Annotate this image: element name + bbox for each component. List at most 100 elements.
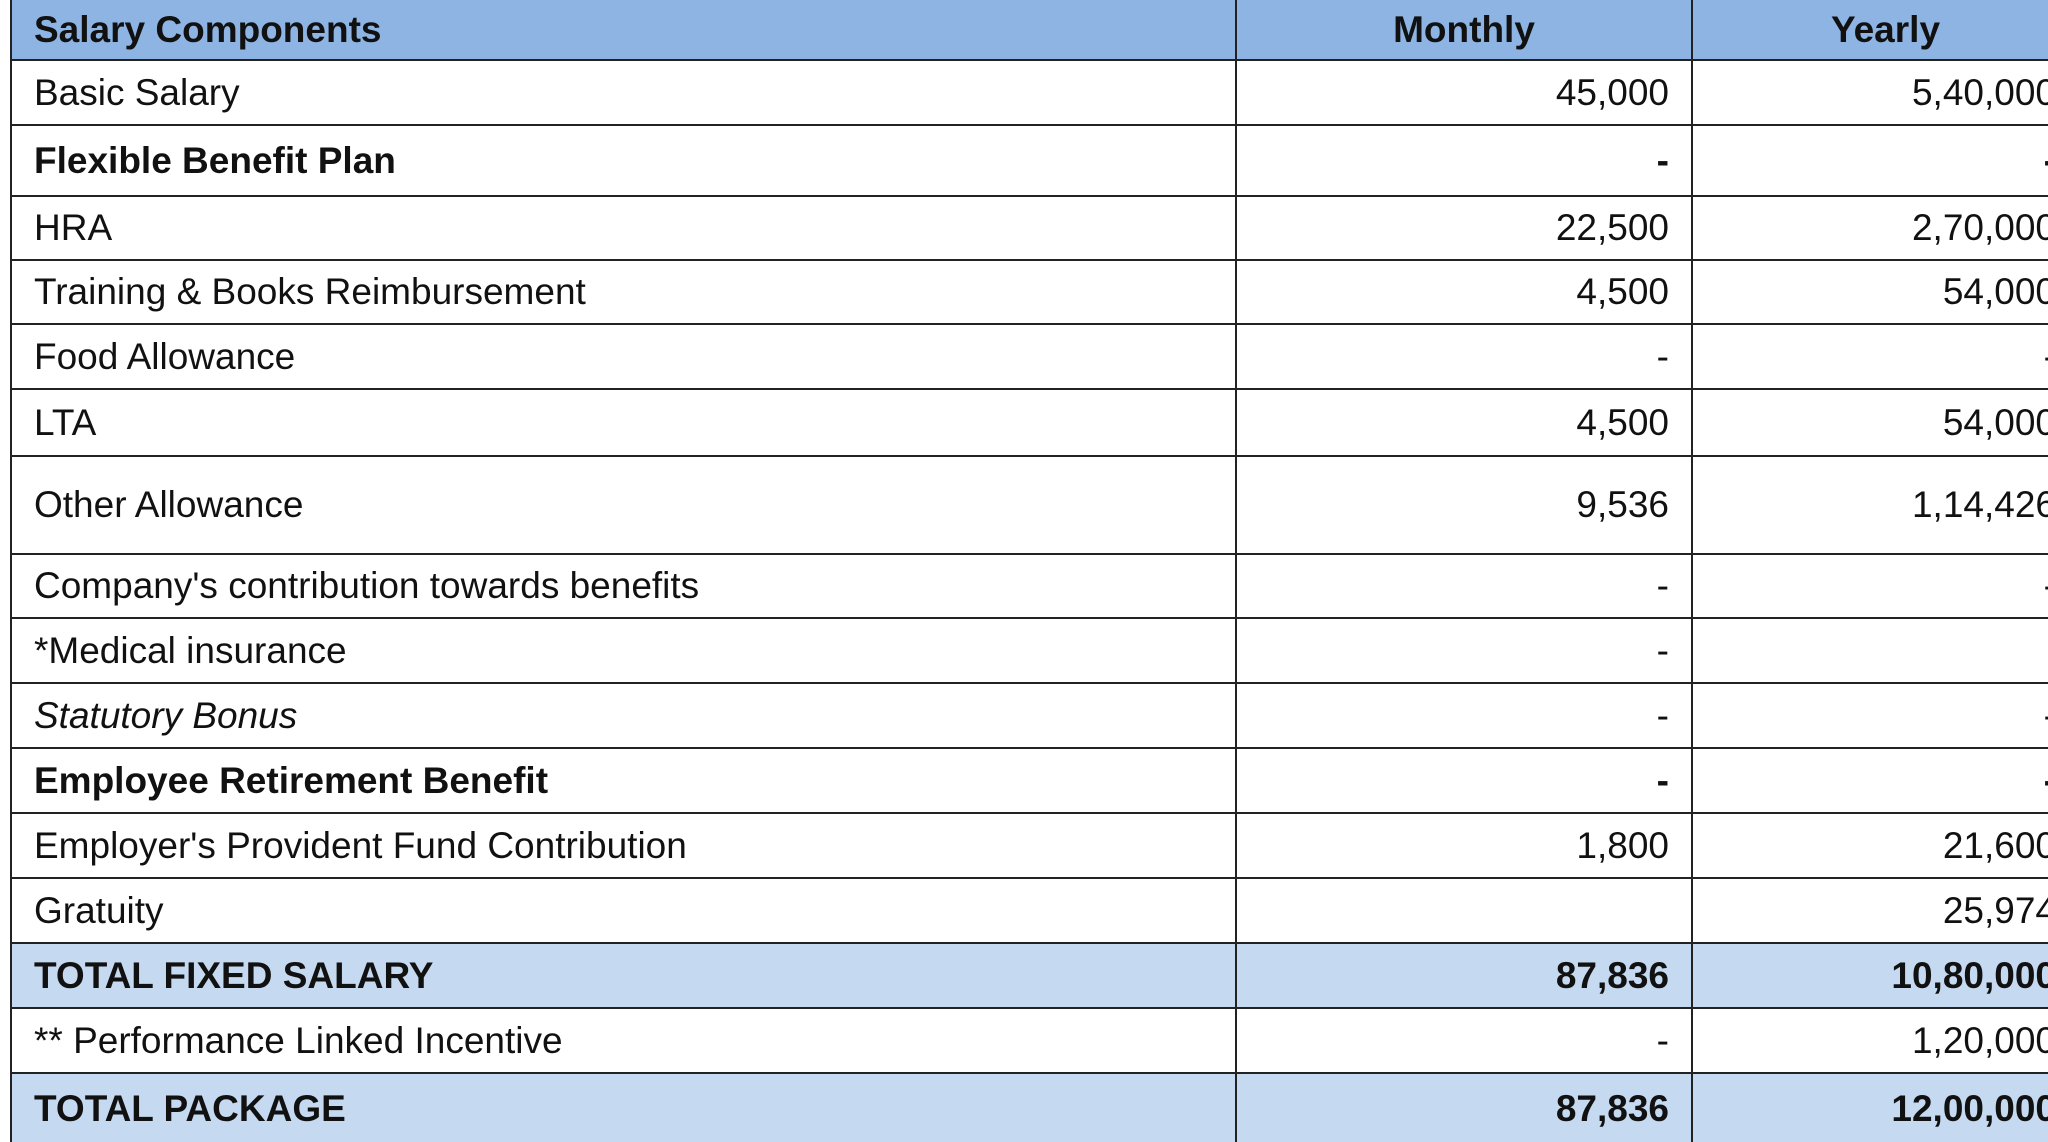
table-cell: 87,836 <box>1237 944 1693 1009</box>
table-cell: LTA <box>10 390 1237 457</box>
header-cell: Salary Components <box>10 0 1237 61</box>
table-cell: - <box>1237 749 1693 814</box>
cell-text: 54,000 <box>1942 401 2048 443</box>
cell-text: 12,00,000 <box>1891 1087 2048 1129</box>
table-cell: 1,800 <box>1237 814 1693 879</box>
cell-text: - <box>1656 629 1669 671</box>
header-cell: Yearly <box>1693 0 2048 61</box>
table-cell: TOTAL PACKAGE <box>10 1074 1237 1142</box>
cell-text: Salary Components <box>34 8 382 50</box>
cell-text: TOTAL FIXED SALARY <box>34 954 434 996</box>
table-cell: 22,500 <box>1237 197 1693 261</box>
cell-text: - <box>2044 695 2048 737</box>
cell-text: 54,000 <box>1942 271 2048 312</box>
table-cell: 45,000 <box>1237 61 1693 126</box>
cell-text: - <box>1656 759 1669 801</box>
table-cell: 4,500 <box>1237 390 1693 457</box>
table-cell: - <box>1237 619 1693 684</box>
table-cell: Company's contribution towards benefits <box>10 555 1237 619</box>
cell-text: *Medical insurance <box>34 629 347 671</box>
table-cell: Basic Salary <box>10 61 1237 126</box>
table-cell: 2,70,000 <box>1693 197 2048 261</box>
table-cell: 10,80,000 <box>1693 944 2048 1009</box>
table-cell: - <box>1237 325 1693 390</box>
table-cell: - <box>1693 555 2048 619</box>
cell-text: ** Performance Linked Incentive <box>34 1019 563 1061</box>
table-cell: 12,00,000 <box>1693 1074 2048 1142</box>
table-cell: - <box>1693 126 2048 197</box>
cell-text: 10,80,000 <box>1891 954 2048 996</box>
cell-text: - <box>1656 694 1669 736</box>
table-cell: *Medical insurance <box>10 619 1237 684</box>
table-cell: TOTAL FIXED SALARY <box>10 944 1237 1009</box>
cell-text: 87,836 <box>1555 1087 1669 1129</box>
table-cell: 9,536 <box>1237 457 1693 555</box>
cell-text: Food Allowance <box>34 335 296 377</box>
cell-text: 21,600 <box>1942 824 2048 866</box>
table-cell: ** Performance Linked Incentive <box>10 1009 1237 1074</box>
cell-text: 87,836 <box>1555 954 1669 996</box>
cell-text: Employee Retirement Benefit <box>34 759 549 801</box>
table-cell: 25,974 <box>1693 879 2048 944</box>
table-cell: - <box>1237 1009 1693 1074</box>
table-cell <box>1693 619 2048 684</box>
cell-text: Flexible Benefit Plan <box>34 139 396 181</box>
table-cell: 54,000 <box>1693 390 2048 457</box>
cell-text: 1,20,000 <box>1911 1019 2048 1061</box>
table-cell: 5,40,000 <box>1693 61 2048 126</box>
cell-text: - <box>1656 1019 1669 1061</box>
table-cell: 54,000 <box>1693 261 2048 325</box>
cell-text: - <box>2044 565 2048 607</box>
table-cell: Employer's Provident Fund Contribution <box>10 814 1237 879</box>
cell-text: Training & Books Reimbursement <box>34 271 586 312</box>
table-cell: HRA <box>10 197 1237 261</box>
cell-text: Employer's Provident Fund Contribution <box>34 824 687 866</box>
cell-text: 9,536 <box>1576 484 1669 525</box>
cell-text: 25,974 <box>1942 889 2048 931</box>
cell-text: HRA <box>34 207 113 248</box>
cell-text: - <box>1656 565 1669 606</box>
cell-text: Gratuity <box>34 889 164 931</box>
cell-text: Statutory Bonus <box>34 694 298 736</box>
table-cell: Employee Retirement Benefit <box>10 749 1237 814</box>
table-cell: - <box>1693 684 2048 749</box>
cell-text: 5,40,000 <box>1911 71 2048 113</box>
table-cell: - <box>1237 555 1693 619</box>
table-cell: - <box>1237 684 1693 749</box>
cell-text: 22,500 <box>1555 207 1669 248</box>
cell-text: LTA <box>34 401 97 443</box>
table-cell: Food Allowance <box>10 325 1237 390</box>
cell-text: Basic Salary <box>34 71 240 113</box>
cell-text: - <box>1656 139 1669 181</box>
cell-text: - <box>1656 335 1669 377</box>
table-cell: - <box>1693 325 2048 390</box>
cell-text: Company's contribution towards benefits <box>34 565 700 606</box>
cell-text: 4,500 <box>1576 401 1669 443</box>
table-cell: Other Allowance <box>10 457 1237 555</box>
cell-text: TOTAL PACKAGE <box>34 1087 346 1129</box>
table-cell <box>1237 879 1693 944</box>
table-cell: 1,20,000 <box>1693 1009 2048 1074</box>
table-cell: Gratuity <box>10 879 1237 944</box>
table-cell: 1,14,426 <box>1693 457 2048 555</box>
cell-text: 1,14,426 <box>1911 484 2048 525</box>
cell-text: Yearly <box>1830 8 1941 50</box>
table-cell: Training & Books Reimbursement <box>10 261 1237 325</box>
cell-text: - <box>2044 140 2048 182</box>
table-cell: 4,500 <box>1237 261 1693 325</box>
table-cell: 21,600 <box>1693 814 2048 879</box>
cell-text: Monthly <box>1393 8 1535 50</box>
table-cell: Flexible Benefit Plan <box>10 126 1237 197</box>
cell-text: - <box>2044 760 2048 802</box>
table-cell: - <box>1237 126 1693 197</box>
header-cell: Monthly <box>1237 0 1693 61</box>
cell-text: 1,800 <box>1576 824 1669 866</box>
cell-text: 45,000 <box>1555 71 1669 113</box>
table-cell: 87,836 <box>1237 1074 1693 1142</box>
cell-text: 2,70,000 <box>1911 207 2048 248</box>
cell-text: 4,500 <box>1576 271 1669 312</box>
table-cell: - <box>1693 749 2048 814</box>
cell-text: - <box>2044 336 2048 378</box>
table-cell: Statutory Bonus <box>10 684 1237 749</box>
